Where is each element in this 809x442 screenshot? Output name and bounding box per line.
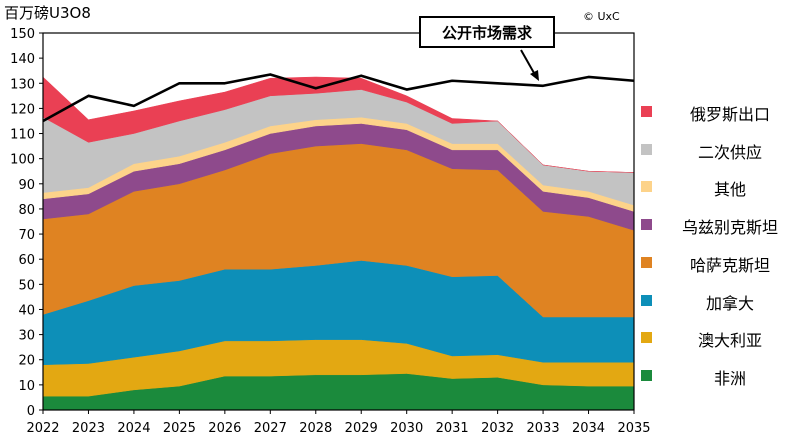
x-tick-label: 2032 (481, 421, 514, 436)
x-tick-label: 2026 (208, 421, 241, 436)
legend-label: 乌兹别克斯坦 (681, 218, 778, 238)
x-tick-label: 2024 (117, 421, 150, 436)
y-tick-label: 140 (10, 52, 35, 67)
x-tick-label: 2023 (72, 421, 105, 436)
demand-line-group (42, 73, 635, 123)
legend-item: 乌兹别克斯坦 (641, 213, 809, 238)
y-tick-label: 10 (18, 379, 35, 394)
y-tick-label: 100 (10, 153, 35, 168)
legend-label: 俄罗斯出口 (689, 105, 770, 124)
callout-arrow (520, 49, 539, 81)
legend-swatch (641, 143, 652, 155)
y-axis: 0 10 20 30 40 50 60 70 80 90 100 110 120 130 140 150 (10, 27, 43, 419)
y-tick-label: 30 (18, 329, 35, 344)
legend-item: 非洲 (641, 364, 809, 388)
legend-swatch (641, 294, 652, 306)
callout-arrow-head (530, 70, 539, 81)
y-tick-label: 70 (18, 228, 35, 243)
y-tick-label: 90 (18, 178, 35, 193)
legend-label: 非洲 (713, 368, 746, 388)
x-tick-label: 2022 (26, 421, 59, 436)
y-tick-label: 0 (27, 404, 35, 419)
y-tick-label: 150 (10, 27, 35, 42)
y-tick-label: 130 (10, 77, 35, 92)
legend-swatch (641, 256, 652, 268)
x-tick-label: 2035 (617, 421, 650, 436)
legend-label: 其他 (713, 180, 746, 200)
legend-label: 二次供应 (697, 142, 762, 162)
legend-swatch (641, 369, 652, 381)
legend-swatch (641, 332, 652, 344)
x-tick-label: 2027 (254, 421, 287, 436)
plot-frame (42, 32, 635, 411)
y-tick-label: 50 (18, 278, 35, 293)
callout-arrow-line (520, 49, 535, 74)
legend-item: 其他 (641, 175, 809, 200)
y-tick-label: 60 (18, 253, 35, 268)
x-tick-label: 2030 (390, 421, 423, 436)
legend-swatch (641, 219, 652, 231)
y-axis-unit-label: 百万磅U3O8 (4, 4, 91, 22)
legend-item: 澳大利亚 (641, 326, 809, 351)
area-series-7 (42, 76, 635, 173)
demand-line (42, 73, 635, 123)
area-series-group (42, 76, 635, 411)
legend-label: 加拿大 (705, 293, 754, 313)
y-tick-label: 20 (18, 354, 35, 369)
legend-swatch (641, 181, 652, 193)
x-tick-label: 2028 (299, 421, 332, 436)
y-tick-label: 110 (10, 128, 35, 143)
legend-swatch (641, 106, 652, 117)
y-tick-label: 120 (10, 102, 35, 117)
legend-item: 哈萨克斯坦 (641, 251, 809, 275)
legend-item: 加拿大 (641, 289, 809, 313)
legend-label: 澳大利亚 (697, 331, 762, 351)
x-tick-label: 2029 (345, 421, 378, 436)
x-tick-label: 2031 (436, 421, 469, 436)
legend-item: 俄罗斯出口 (641, 100, 809, 124)
demand-callout-label: 公开市场需求 (419, 16, 555, 48)
x-axis: 2022 2023 2024 2025 2026 2027 2028 2029 2030 2031… (26, 410, 651, 436)
y-tick-label: 80 (18, 203, 35, 218)
x-tick-label: 2034 (572, 421, 605, 436)
copyright-notice: © UxC (583, 10, 620, 23)
y-tick-label: 40 (18, 303, 35, 318)
x-tick-label: 2025 (163, 421, 196, 436)
legend-item: 二次供应 (641, 138, 809, 162)
x-tick-label: 2033 (527, 421, 560, 436)
legend-label: 哈萨克斯坦 (689, 255, 770, 275)
